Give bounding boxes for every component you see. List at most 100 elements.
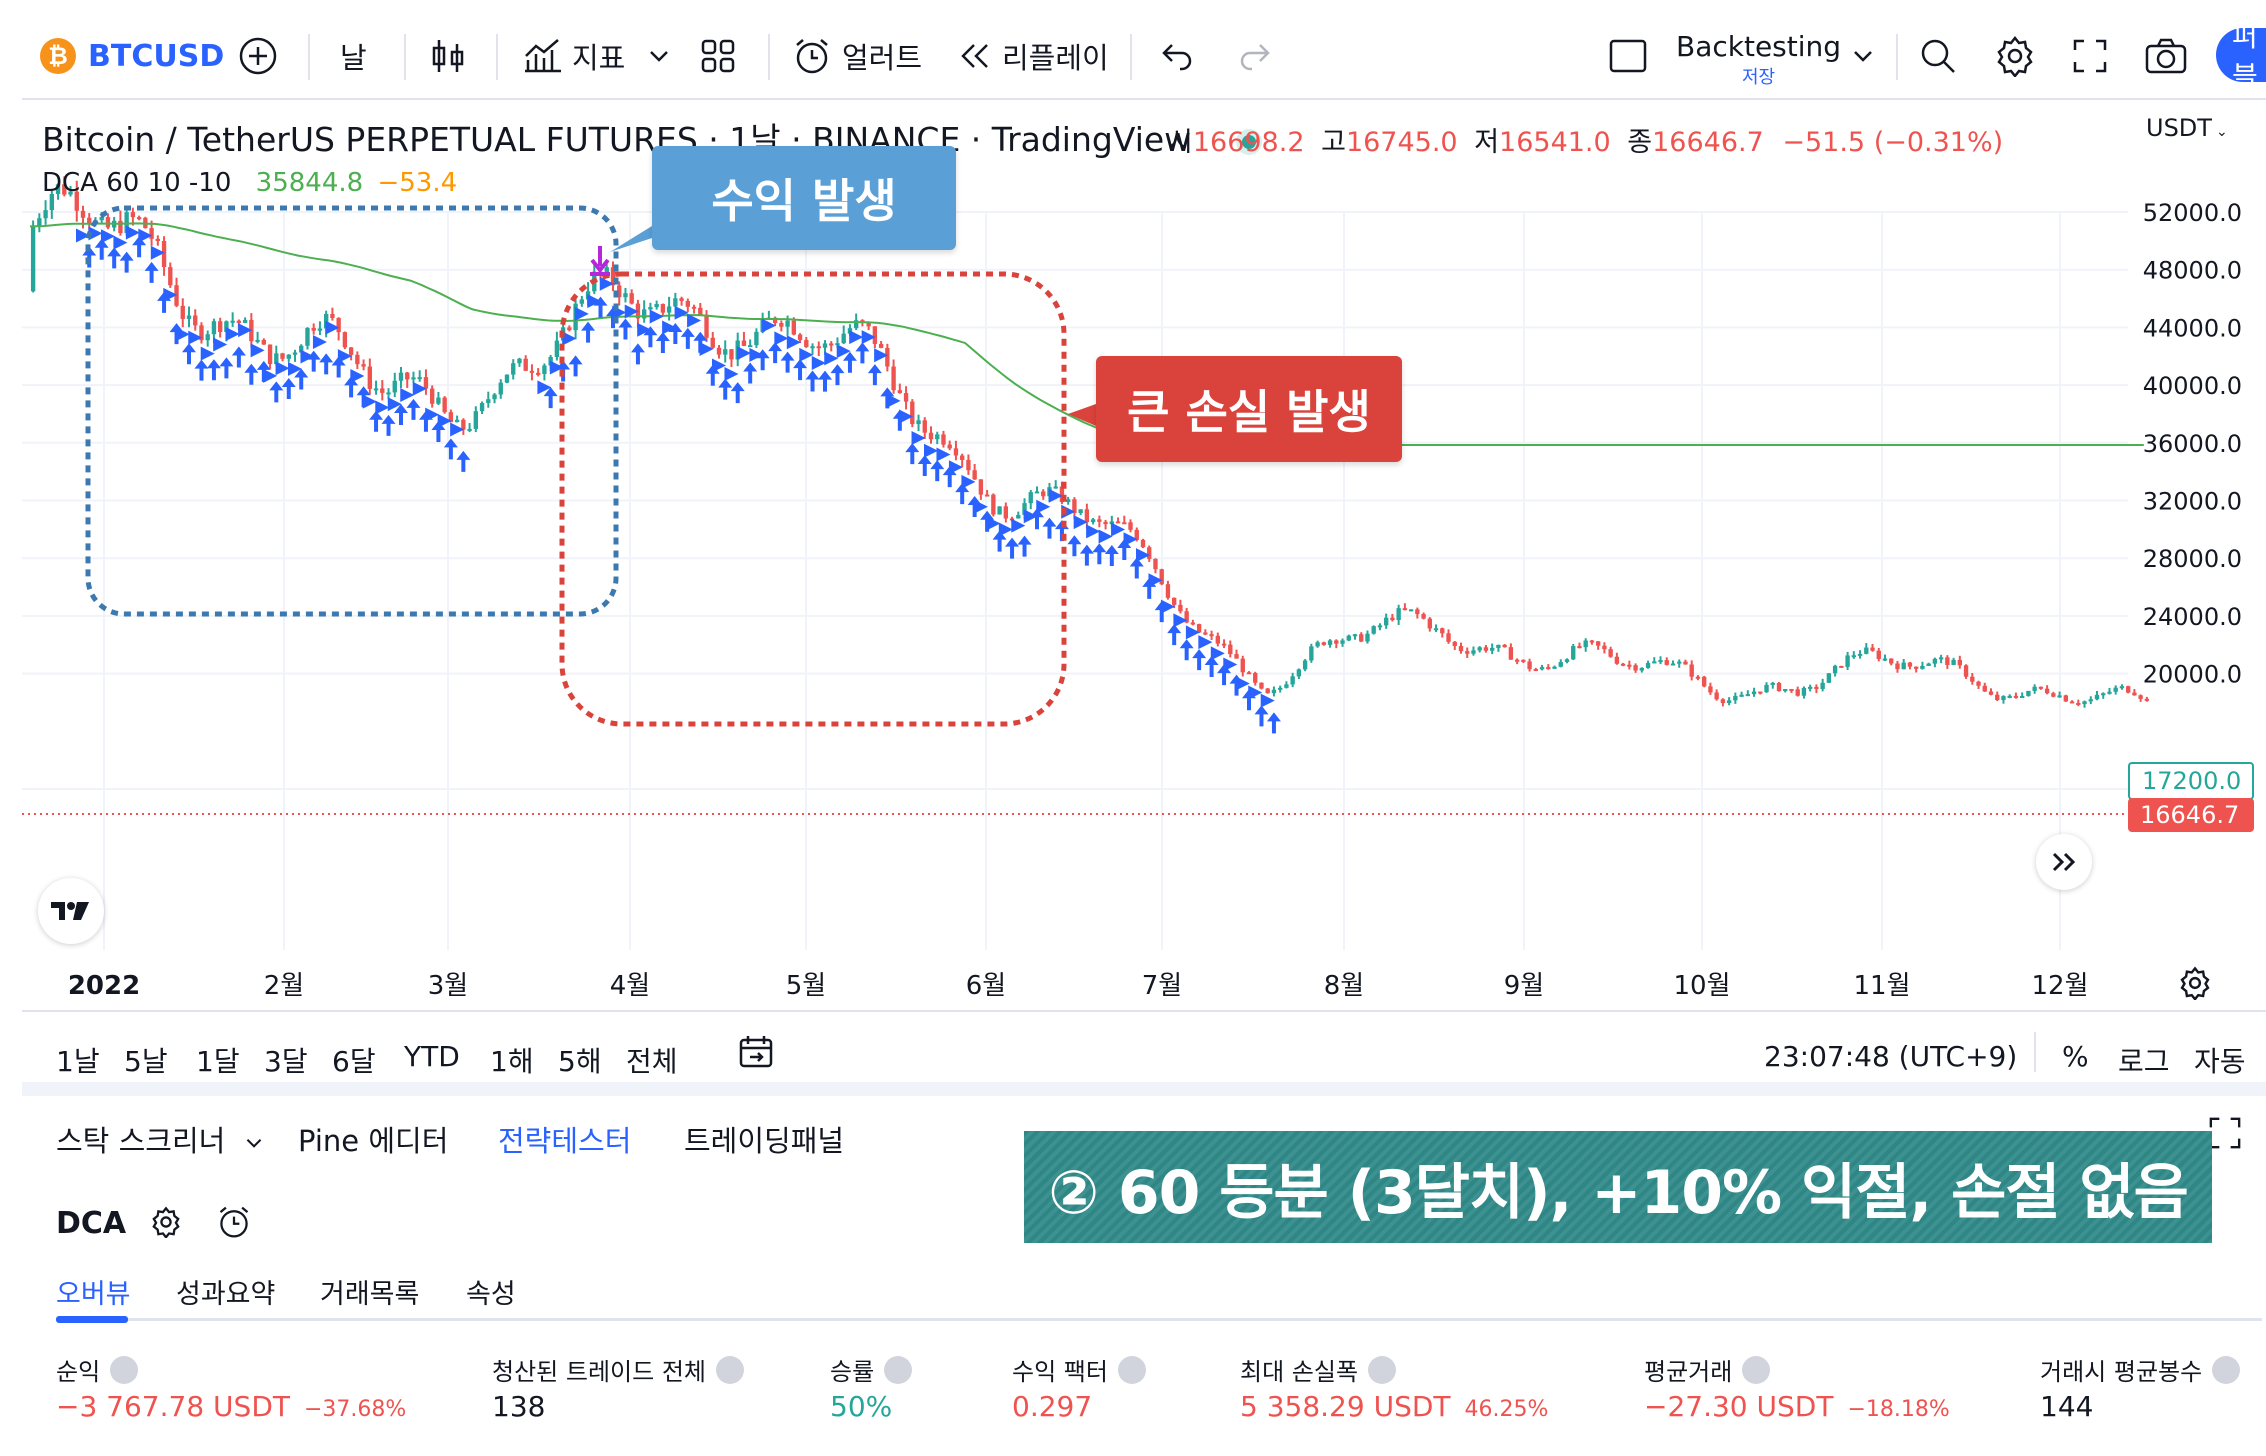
chart-pane[interactable] xyxy=(22,98,2266,1008)
buy-arrow-marker xyxy=(867,364,882,386)
range-button-0[interactable]: 1날 xyxy=(56,1045,100,1078)
settings-button[interactable] xyxy=(1994,30,2036,82)
candle-body xyxy=(1539,667,1545,670)
symbol-search-button[interactable]: ₿ BTCUSD xyxy=(40,30,224,82)
entry-marker xyxy=(1160,599,1175,614)
strategy-alert-button[interactable] xyxy=(216,1204,252,1244)
candle-body xyxy=(1783,689,1788,692)
redo-button[interactable] xyxy=(1236,30,1272,82)
snapshot-button[interactable] xyxy=(2144,30,2188,82)
scroll-to-realtime-button[interactable] xyxy=(2036,834,2092,890)
chart-settings-button[interactable] xyxy=(2178,966,2212,1004)
percent-scale-toggle[interactable]: % xyxy=(2062,1040,2089,1073)
range-button-5[interactable]: YTD xyxy=(404,1040,460,1073)
candle-body xyxy=(261,339,267,345)
search-button[interactable] xyxy=(1918,30,1958,82)
alert-button[interactable]: 얼러트 xyxy=(792,30,922,82)
buy-arrow-marker xyxy=(456,450,471,472)
candle-body xyxy=(2038,686,2044,689)
candle-body xyxy=(1271,689,1277,694)
entry-marker xyxy=(163,287,178,302)
entry-marker xyxy=(973,499,988,514)
currency-selector[interactable]: USDT ⌄ xyxy=(2146,114,2228,142)
subtab-performance[interactable]: 성과요약 xyxy=(176,1279,276,1310)
goto-date-button[interactable] xyxy=(738,1034,774,1074)
info-icon[interactable] xyxy=(110,1355,139,1384)
candle-body xyxy=(1870,647,1875,651)
candle-body xyxy=(1558,662,1563,667)
indicators-dropdown-button[interactable] xyxy=(648,30,670,82)
strategy-settings-button[interactable] xyxy=(150,1206,182,1242)
candle-body xyxy=(442,397,447,413)
candle-body xyxy=(274,353,279,365)
entry-marker xyxy=(325,320,340,335)
candle-body xyxy=(1440,628,1445,634)
x-tick-label: 2022 xyxy=(68,971,140,1001)
log-scale-toggle[interactable]: 로그 xyxy=(2118,1045,2170,1078)
candle-body xyxy=(1072,499,1077,514)
add-symbol-button[interactable] xyxy=(238,30,278,82)
tab-stock-screener[interactable]: 스탁 스크리너 xyxy=(56,1118,263,1160)
entry-marker xyxy=(1036,499,1051,514)
tab-strategy-tester[interactable]: 전략테스터 xyxy=(498,1124,632,1158)
interval-button[interactable]: 날 xyxy=(340,41,367,75)
info-icon[interactable] xyxy=(2212,1355,2241,1384)
candle-body xyxy=(299,345,304,353)
candle-body xyxy=(1689,664,1694,677)
info-icon[interactable] xyxy=(1368,1355,1397,1384)
candle-body xyxy=(1458,645,1464,652)
info-icon[interactable] xyxy=(1742,1355,1771,1384)
undo-button[interactable] xyxy=(1160,30,1196,82)
chart-legend-title[interactable]: Bitcoin / TetherUS PERPETUAL FUTURES · 1… xyxy=(42,113,1256,161)
range-button-1[interactable]: 5날 xyxy=(124,1045,168,1078)
maximize-panel-button[interactable] xyxy=(2208,1116,2242,1154)
range-button-7[interactable]: 5해 xyxy=(558,1045,602,1078)
buy-arrow-marker xyxy=(668,322,683,344)
range-button-2[interactable]: 1달 xyxy=(196,1045,240,1078)
range-button-3[interactable]: 3달 xyxy=(264,1045,308,1078)
layout-name-button[interactable]: Backtesting 저장 xyxy=(1676,30,1841,89)
subtab-overview[interactable]: 오버뷰 xyxy=(56,1279,131,1310)
chart-type-button[interactable] xyxy=(430,30,466,82)
buy-arrow-marker xyxy=(593,296,608,318)
candle-body xyxy=(1595,641,1601,646)
replay-button[interactable]: 리플레이 xyxy=(958,30,1109,82)
publish-button[interactable]: 퍼블 xyxy=(2216,20,2266,93)
entry-marker xyxy=(1073,515,1088,530)
info-icon[interactable] xyxy=(715,1355,744,1384)
candle-body xyxy=(168,267,173,286)
fullscreen-button[interactable] xyxy=(2072,30,2108,82)
layout-checkbox[interactable] xyxy=(1608,30,1648,82)
close-value: 16646.7 xyxy=(1652,127,1764,158)
indicators-button[interactable]: 지표 xyxy=(522,30,625,82)
range-button-8[interactable]: 전체 xyxy=(626,1045,678,1078)
candle-body xyxy=(685,300,691,307)
entry-marker xyxy=(998,522,1013,537)
layout-dropdown-button[interactable] xyxy=(1852,30,1874,82)
buy-arrow-marker xyxy=(306,350,321,372)
auto-scale-toggle[interactable]: 자동 xyxy=(2194,1045,2246,1078)
candle-body xyxy=(1334,640,1339,644)
tradingview-logo[interactable] xyxy=(38,878,104,944)
info-icon[interactable] xyxy=(1117,1355,1146,1384)
subtab-properties[interactable]: 속성 xyxy=(466,1279,516,1310)
indicator-legend[interactable]: DCA 60 10 -10 35844.8 −53.4 xyxy=(42,168,457,198)
dca-line-layer xyxy=(29,222,2144,446)
strategy-summary-banner: ② 60 등분 (3달치), +10% 익절, 손절 없음 xyxy=(1024,1131,2212,1243)
subtab-trade-list[interactable]: 거래목록 xyxy=(320,1279,420,1310)
bitcoin-icon: ₿ xyxy=(40,38,76,74)
price-chart[interactable]: 52000.0 48000.0 44000.0 40000.0 36000.0 32000… xyxy=(0,0,2266,1010)
range-button-4[interactable]: 6달 xyxy=(332,1045,376,1078)
entry-marker xyxy=(1260,693,1275,708)
tab-pine-editor[interactable]: Pine 에디터 xyxy=(298,1124,449,1158)
candle-body xyxy=(1359,634,1364,642)
entry-marker xyxy=(1011,518,1026,533)
candle-body xyxy=(984,494,990,497)
tab-trading-panel[interactable]: 트레이딩패널 xyxy=(684,1124,845,1158)
range-button-6[interactable]: 1해 xyxy=(490,1045,534,1078)
clock-display[interactable]: 23:07:48 (UTC+9) xyxy=(1764,1040,2018,1073)
info-icon[interactable] xyxy=(884,1355,913,1384)
candle-body xyxy=(1433,628,1439,631)
stat-value-6: 144 xyxy=(2040,1390,2093,1423)
templates-button[interactable] xyxy=(700,30,736,82)
